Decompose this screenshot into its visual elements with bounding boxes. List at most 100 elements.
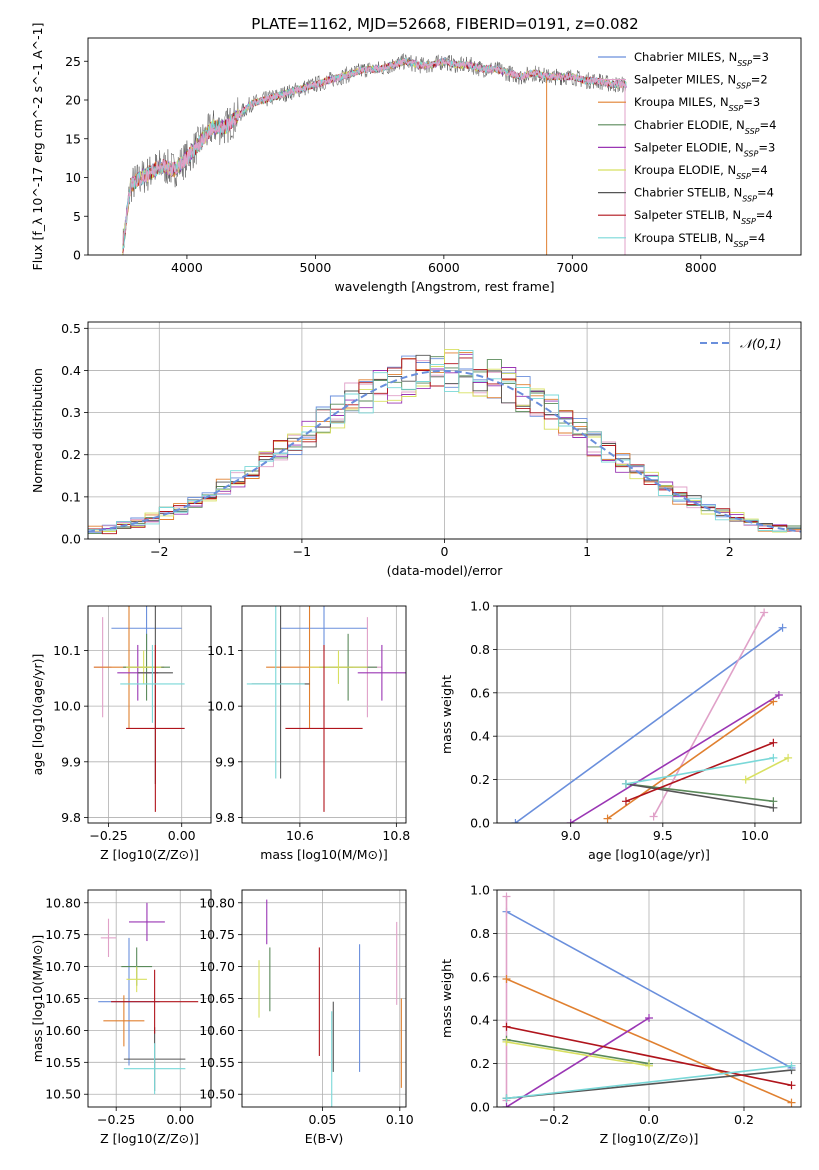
y-tick-label: 9.8 xyxy=(61,810,81,825)
y-tick-label: 0.8 xyxy=(470,642,490,657)
y-tick-label: 15 xyxy=(65,131,81,146)
y-tick-label: 1.0 xyxy=(470,883,490,898)
weight-marker xyxy=(784,753,793,762)
y-tick-label: 0.6 xyxy=(470,685,490,700)
chart-spectrum: 4000 5000 6000 7000 8000 0 5 10 15 20 25 wavelength… xyxy=(30,23,802,294)
weight-line-2 xyxy=(607,700,774,820)
y-tick-label: 0.8 xyxy=(470,926,490,941)
y-tick-label: 10.0 xyxy=(207,699,235,714)
weight-line-2 xyxy=(506,978,792,1104)
y-tick-label: 10.75 xyxy=(45,927,81,942)
x-tick-label: −0.25 xyxy=(97,1112,135,1127)
x-tick-label: −2 xyxy=(150,544,168,559)
weight-marker xyxy=(645,1014,653,1023)
chart-residuals: −2 −1 0 1 2 0.0 0.1 0.2 0.3 0.4 0.5 (data-model)/er… xyxy=(30,321,802,578)
axes-frame xyxy=(87,889,212,1108)
y-tick-label: 10.60 xyxy=(45,1023,81,1038)
x-tick-label: 7000 xyxy=(556,260,588,275)
plot-area-weight-vs-Z xyxy=(502,892,796,1107)
weight-line-7 xyxy=(506,1025,792,1087)
spectrum-line-6 xyxy=(122,53,627,255)
axes-frame xyxy=(87,321,802,540)
x-tick-label: 1 xyxy=(583,544,591,559)
y-tick-label: 10.65 xyxy=(45,991,81,1006)
weight-marker xyxy=(769,803,778,812)
y-tick-label: 5 xyxy=(73,209,81,224)
axes-frame xyxy=(87,605,212,824)
y-tick-label: 10.60 xyxy=(199,1023,235,1038)
weight-line-0 xyxy=(506,910,792,1069)
y-tick-label: 0.4 xyxy=(470,729,490,744)
spectrum-line-0 xyxy=(122,57,627,246)
chart-age-vs-mass: 10.6 10.8 9.8 9.9 10.0 10.1 mass [log10(M/M⊙)] xyxy=(207,605,410,862)
axes-frame xyxy=(241,605,407,824)
x-tick-label: 10.8 xyxy=(382,828,410,843)
y-tick-label: 10 xyxy=(65,170,81,185)
y-tick-label: 10.55 xyxy=(199,1055,235,1070)
x-axis-label: age [log10(age/yr)] xyxy=(588,847,710,862)
weight-line-7 xyxy=(625,741,774,803)
weight-marker xyxy=(502,1037,511,1046)
weight-marker xyxy=(769,738,778,747)
weight-marker xyxy=(621,797,630,806)
x-tick-label: 0.05 xyxy=(309,1112,337,1127)
x-tick-label: −0.25 xyxy=(89,828,127,843)
y-tick-label: 0.4 xyxy=(61,363,81,378)
plot-area-spectrum xyxy=(122,53,627,255)
x-axis-label: Z [log10(Z/Z⊙)] xyxy=(600,1131,699,1146)
legend-label: 𝒩(0,1) xyxy=(740,336,782,351)
x-axis-label: (data-model)/error xyxy=(387,563,504,578)
residual-histogram-8 xyxy=(88,350,801,532)
x-axis-label: Z [log10(Z/Z⊙)] xyxy=(100,847,199,862)
y-tick-label: 0.4 xyxy=(470,1013,490,1028)
weight-marker xyxy=(649,812,658,821)
y-tick-label: 10.1 xyxy=(207,643,235,658)
y-tick-label: 20 xyxy=(65,93,81,108)
weight-line-8 xyxy=(625,757,774,785)
y-tick-label: 10.65 xyxy=(199,991,235,1006)
weight-marker xyxy=(502,1022,511,1031)
x-tick-label: 0.00 xyxy=(166,1112,194,1127)
x-tick-label: 5000 xyxy=(299,260,331,275)
y-tick-label: 10.1 xyxy=(53,643,81,658)
weight-marker xyxy=(502,1094,511,1103)
spectrum-line-1 xyxy=(122,58,627,245)
weight-marker xyxy=(502,974,511,983)
y-tick-label: 10.55 xyxy=(45,1055,81,1070)
weight-marker xyxy=(645,1061,653,1070)
x-tick-label: 0 xyxy=(441,544,449,559)
weight-marker xyxy=(603,814,612,823)
y-tick-label: 1.0 xyxy=(470,599,490,614)
x-tick-label: 2 xyxy=(726,544,734,559)
spectrum-line-4 xyxy=(122,56,627,255)
y-tick-label: 0.0 xyxy=(470,1100,490,1115)
x-axis-label: Z [log10(Z/Z⊙)] xyxy=(100,1131,199,1146)
weight-line-5 xyxy=(506,1041,650,1067)
weight-marker xyxy=(502,1103,511,1107)
weight-marker xyxy=(778,623,787,632)
chart-age-vs-Z: −0.25 0.00 9.8 9.9 10.0 10.1 Z [log10(Z/Z⊙)] ag… xyxy=(30,605,212,862)
chart-weight-vs-age: 9.0 9.5 10.0 0.0 0.2 0.4 0.6 0.8 1.0 age [log10(a… xyxy=(439,599,802,862)
y-tick-label: 10.50 xyxy=(45,1087,81,1102)
y-tick-label: 0 xyxy=(73,248,81,263)
axes-frame xyxy=(496,605,802,824)
y-tick-label: 10.0 xyxy=(53,699,81,714)
y-tick-label: 9.8 xyxy=(215,810,235,825)
x-tick-label: −0.2 xyxy=(539,1112,569,1127)
y-tick-label: 0.0 xyxy=(470,816,490,831)
y-axis-label: age [log10(age/yr)] xyxy=(30,654,45,776)
weight-line-4 xyxy=(506,1017,650,1107)
y-axis-label: mass weight xyxy=(439,675,454,754)
y-tick-label: 9.9 xyxy=(61,754,81,769)
weight-marker xyxy=(787,1081,796,1090)
legend-label: Chabrier STELIB, NSSP=4 xyxy=(634,186,774,204)
y-tick-label: 9.9 xyxy=(215,754,235,769)
x-tick-label: −1 xyxy=(293,544,311,559)
weight-line-6 xyxy=(625,783,774,809)
x-axis-label: wavelength [Angstrom, rest frame] xyxy=(334,279,554,294)
x-tick-label: 0.0 xyxy=(639,1112,659,1127)
y-axis-label: Flux [f_λ 10^-17 erg cm^-2 s^-1 A^-1] xyxy=(30,23,45,271)
weight-line-0 xyxy=(514,627,784,823)
y-tick-label: 0.0 xyxy=(61,532,81,547)
x-axis-label: E(B-V) xyxy=(305,1131,344,1146)
